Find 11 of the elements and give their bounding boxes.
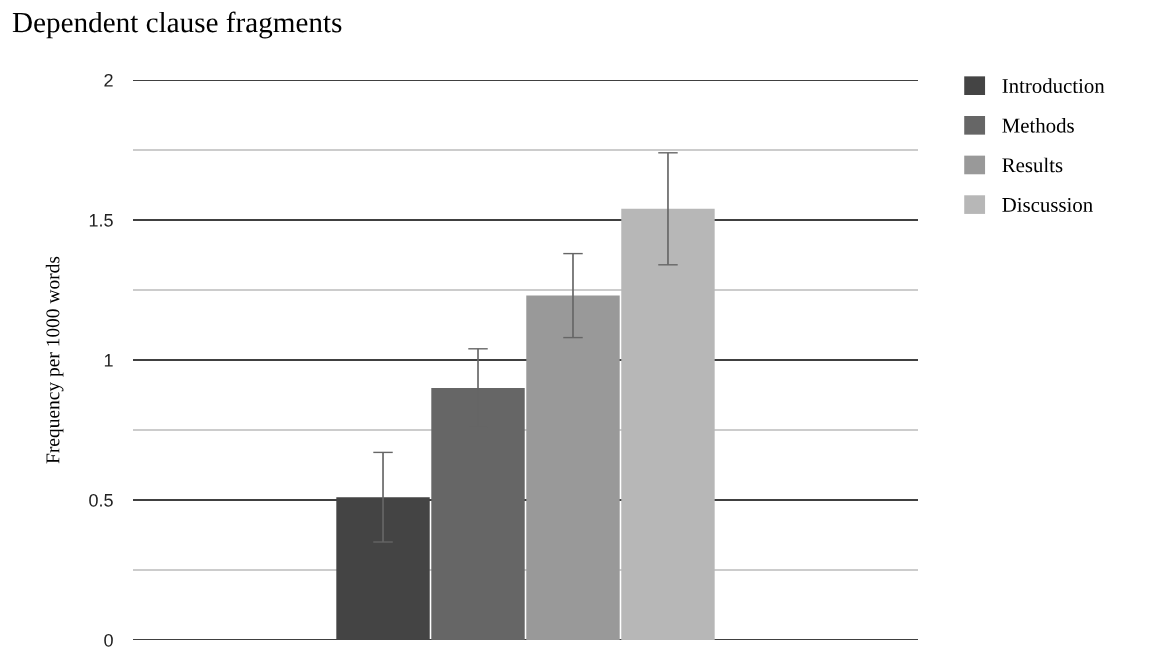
y-tick-label: 2 xyxy=(104,73,113,87)
y-tick-label: 0 xyxy=(104,633,113,647)
legend-label: Methods xyxy=(1002,118,1074,133)
chart-title: Dependent clause fragments xyxy=(12,11,342,39)
y-axis-title: Frequency per 1000 words xyxy=(45,256,64,464)
legend-label: Results xyxy=(1002,157,1063,173)
y-tick-label: 1 xyxy=(104,354,113,367)
y-tick-label: 1.5 xyxy=(89,214,113,227)
legend-label: Discussion xyxy=(1002,197,1093,212)
legend-label: Introduction xyxy=(1002,78,1105,94)
y-tick-label: 0.5 xyxy=(89,493,113,507)
